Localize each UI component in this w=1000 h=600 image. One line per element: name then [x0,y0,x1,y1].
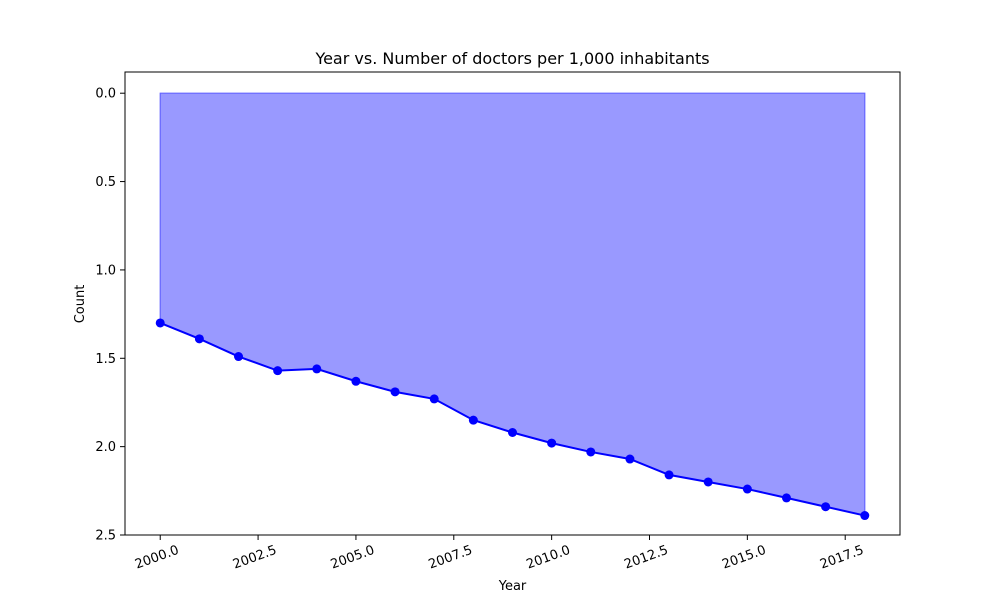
y-tick-label: 2.0 [95,440,116,455]
data-point [273,366,283,376]
x-axis: 2000.0 2002.5 2005.0 2007.5 2010.0 2012.5 2015… [133,535,866,573]
x-tick-label: 2000.0 [133,543,181,573]
data-point [742,484,752,494]
data-point [860,511,870,521]
x-tick-label: 2015.0 [720,543,768,573]
x-axis-label: Year [498,579,527,594]
y-axis-label: Count [73,285,88,324]
data-point [429,394,439,404]
data-point [351,376,361,386]
y-tick-label: 2.5 [95,529,116,544]
data-point [703,477,713,487]
y-tick-label: 1.5 [95,352,116,367]
data-point [234,352,244,362]
data-point [312,364,322,374]
x-tick-label: 2005.0 [329,543,377,573]
chart-title: Year vs. Number of doctors per 1,000 inh… [314,49,709,68]
x-tick-label: 2010.0 [525,543,573,573]
data-point [625,454,635,464]
data-point [821,502,831,512]
data-point [468,415,478,425]
plot-area [155,92,870,521]
area-fill [159,92,866,517]
y-tick-label: 1.0 [95,263,116,278]
data-point [390,387,400,397]
data-point [781,493,791,503]
y-tick-label: 0.5 [95,175,116,190]
y-tick-label: 0.0 [95,87,116,102]
x-tick-label: 2007.5 [427,543,475,573]
x-tick-label: 2012.5 [622,543,670,573]
x-tick-label: 2002.5 [231,543,279,573]
data-point [508,428,517,438]
data-point [155,318,165,328]
data-point [547,438,557,448]
axes-frame [124,71,901,536]
x-tick-label: 2017.5 [818,543,866,573]
y-axis: 0.0 0.5 1.0 1.5 2.0 2.5 [95,87,125,544]
data-point [194,334,204,344]
data-point [664,470,674,480]
data-point [586,447,596,457]
